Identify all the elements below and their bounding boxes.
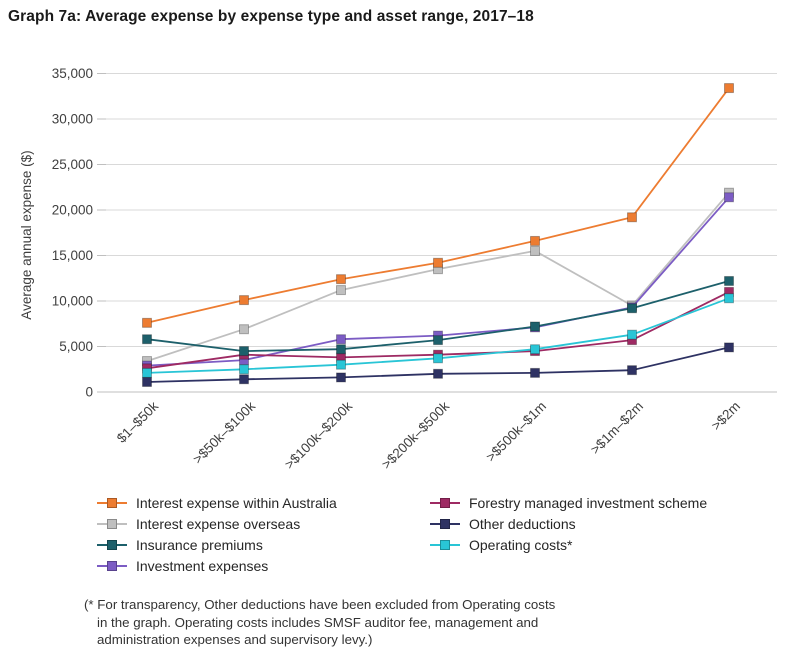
- chart-legend: Interest expense within Australia Interes…: [97, 492, 737, 576]
- legend-item: Insurance premiums: [97, 534, 430, 555]
- data-point-interest-expense-overseas: [336, 285, 346, 296]
- data-point-interest-expense-overseas: [239, 324, 249, 335]
- data-point-other-deductions: [433, 368, 443, 379]
- data-point-insurance-premiums: [433, 335, 443, 346]
- legend-label: Interest expense within Australia: [136, 494, 337, 511]
- x-category-label: >$50k–$100k: [190, 398, 258, 466]
- data-point-insurance-premiums: [336, 344, 346, 355]
- data-point-operating-costs: [724, 293, 734, 304]
- legend-label: Investment expenses: [136, 557, 269, 574]
- legend-item: Forestry managed investment scheme: [430, 492, 707, 513]
- legend-label: Operating costs*: [469, 536, 573, 553]
- legend-item: Interest expense overseas: [97, 513, 430, 534]
- y-tick-label: 30,000: [52, 112, 93, 127]
- data-point-operating-costs: [142, 367, 152, 378]
- data-point-operating-costs: [530, 344, 540, 355]
- series-operating-costs: [142, 293, 734, 378]
- y-tick-label: 15,000: [52, 248, 93, 263]
- data-point-other-deductions: [627, 365, 637, 376]
- legend-item: Other deductions: [430, 513, 707, 534]
- data-point-insurance-premiums: [627, 303, 637, 314]
- data-point-interest-expense-within-australia: [239, 295, 249, 306]
- y-tick-label: 20,000: [52, 203, 93, 218]
- data-point-interest-expense-within-australia: [433, 257, 443, 268]
- legend-marker-icon: [430, 498, 460, 508]
- series-interest-expense-within-australia: [142, 83, 734, 328]
- y-axis-title: Average annual expense ($): [19, 150, 34, 319]
- y-tick-label: 10,000: [52, 294, 93, 309]
- legend-item: Interest expense within Australia: [97, 492, 430, 513]
- data-point-other-deductions: [724, 342, 734, 353]
- legend-square: [440, 519, 450, 529]
- data-point-operating-costs: [239, 364, 249, 375]
- legend-label: Interest expense overseas: [136, 515, 301, 532]
- y-tick-label: 25,000: [52, 157, 93, 172]
- legend-item: Investment expenses: [97, 555, 430, 576]
- chart-footnote: (* For transparency, Other deductions ha…: [84, 597, 556, 647]
- legend-marker-icon: [430, 540, 460, 550]
- x-category-label: $1–$50k: [114, 398, 161, 445]
- data-point-interest-expense-within-australia: [142, 317, 152, 328]
- x-category-label: >$100k–$200k: [282, 398, 356, 472]
- x-category-label: >$1m–$2m: [587, 399, 646, 458]
- expense-line-chart: 0 5,000 10,000 15,000 20,000 25,000 30,000 35,0…: [19, 66, 777, 472]
- legend-marker-icon: [97, 561, 127, 571]
- series-other-deductions: [142, 342, 734, 387]
- legend-square: [107, 498, 117, 508]
- series-line-interest-expense-within-australia: [146, 87, 730, 324]
- legend-column-right: Forestry managed investment scheme Other …: [430, 492, 707, 555]
- page-title: Graph 7a: Average expense by expense typ…: [8, 8, 534, 25]
- legend-label: Other deductions: [469, 515, 576, 532]
- data-point-insurance-premiums: [724, 275, 734, 286]
- data-point-interest-expense-within-australia: [724, 83, 734, 94]
- legend-item: Operating costs*: [430, 534, 707, 555]
- data-point-interest-expense-within-australia: [336, 274, 346, 285]
- x-category-label: >$200k–$500k: [379, 398, 453, 472]
- series-insurance-premiums: [142, 275, 734, 357]
- legend-marker-icon: [97, 498, 127, 508]
- data-point-insurance-premiums: [239, 346, 249, 357]
- legend-marker-icon: [430, 519, 460, 529]
- legend-marker-icon: [97, 519, 127, 529]
- y-tick-label: 0: [85, 385, 93, 400]
- data-point-interest-expense-within-australia: [627, 212, 637, 223]
- y-tick-label: 5,000: [59, 339, 93, 354]
- legend-square: [107, 561, 117, 571]
- legend-label: Insurance premiums: [136, 536, 263, 553]
- data-point-other-deductions: [239, 374, 249, 385]
- data-point-investment-expenses: [336, 334, 346, 345]
- legend-marker-icon: [97, 540, 127, 550]
- legend-square: [107, 540, 117, 550]
- data-point-insurance-premiums: [142, 334, 152, 345]
- data-point-interest-expense-overseas: [530, 245, 540, 256]
- data-point-other-deductions: [530, 367, 540, 378]
- data-point-operating-costs: [336, 359, 346, 370]
- x-category-label: >$500k–$1m: [483, 399, 549, 465]
- y-tick-label: 35,000: [52, 66, 93, 81]
- legend-column-left: Interest expense within Australia Interes…: [97, 492, 430, 576]
- data-point-operating-costs: [433, 353, 443, 364]
- legend-label: Forestry managed investment scheme: [469, 494, 708, 511]
- x-category-label: >$2m: [708, 399, 743, 434]
- legend-square: [440, 540, 450, 550]
- data-point-interest-expense-within-australia: [530, 235, 540, 246]
- data-point-other-deductions: [336, 372, 346, 383]
- legend-square: [107, 519, 117, 529]
- data-point-insurance-premiums: [530, 321, 540, 332]
- legend-square: [440, 498, 450, 508]
- data-point-investment-expenses: [724, 192, 734, 203]
- data-point-other-deductions: [142, 376, 152, 387]
- data-point-operating-costs: [627, 329, 637, 340]
